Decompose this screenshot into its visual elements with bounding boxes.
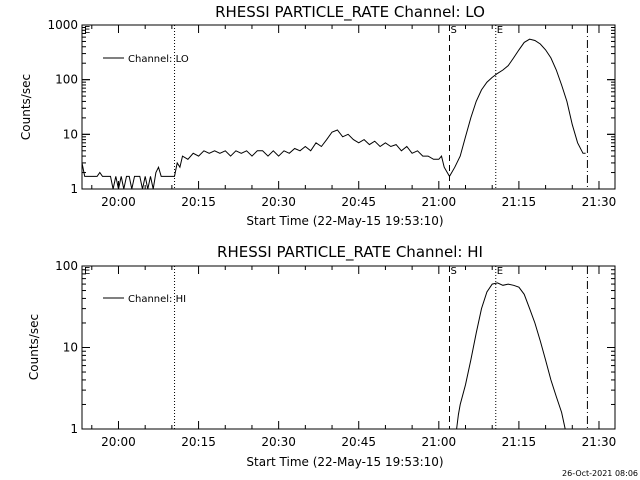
y-tick-label: 10 [63,127,78,141]
panel-lo-x-tick-labels: 20:00 20:15 20:30 20:45 21:00 21:15 21:30 [101,195,616,209]
x-tick-label: 20:00 [101,435,136,449]
x-tick-label: 20:30 [261,195,296,209]
y-tick-label: 1000 [47,18,78,32]
x-tick-label: 21:15 [502,435,537,449]
marker-label: S [450,266,456,277]
x-tick-label: 21:15 [502,195,537,209]
x-tick-label: 20:15 [181,195,216,209]
panel-hi-x-tick-labels: 20:00 20:15 20:30 20:45 21:00 21:15 21:30 [101,435,616,449]
panel-lo-title: RHESSI PARTICLE_RATE Channel: LO [215,3,485,22]
panel-hi-y-tick-labels: 1 10 100 [55,259,78,436]
panel-hi-curve-group [456,282,566,430]
panel-hi: RHESSI PARTICLE_RATE Channel: HI E S E 1 10… [27,243,616,469]
y-tick-label: 10 [63,341,78,355]
panel-lo-y-axis-label: Counts/sec [19,74,33,140]
x-tick-label: 21:00 [422,195,457,209]
panel-lo-plot-frame [81,24,616,190]
x-tick-label: 21:30 [582,195,617,209]
x-tick-label: 21:30 [582,435,617,449]
x-tick-label: 21:00 [422,435,457,449]
panel-hi-y-axis-label: Counts/sec [27,314,41,380]
panel-lo-x-axis-label: Start Time (22-May-15 19:53:10) [246,214,443,228]
panel-lo-curve-group [81,38,586,190]
y-tick-label: 1 [70,422,78,436]
panel-hi-ticks [82,265,615,430]
y-tick-label: 100 [55,73,78,87]
x-tick-label: 20:45 [341,195,376,209]
panel-hi-x-axis-label: Start Time (22-May-15 19:53:10) [246,455,443,469]
series-line-hi [456,282,566,430]
panel-hi-legend-label: Channel: HI [128,294,186,305]
panel-lo-legend-label: Channel: LO [128,54,189,65]
marker-label: E [84,25,90,36]
marker-label: E [497,25,503,36]
footer-timestamp: 26-Oct-2021 08:06 [562,469,638,478]
panel-lo: RHESSI PARTICLE_RATE Channel: LO E S E 1 10… [19,3,616,228]
panel-lo-ticks [82,24,615,190]
marker-label: S [450,25,456,36]
panel-hi-title: RHESSI PARTICLE_RATE Channel: HI [217,243,483,262]
x-tick-label: 20:00 [101,195,136,209]
marker-label: E [497,266,503,277]
x-tick-label: 20:45 [341,435,376,449]
panel-lo-y-tick-labels: 1 10 100 1000 [47,18,78,196]
series-line-lo [81,38,586,190]
x-tick-label: 20:15 [181,435,216,449]
y-tick-label: 100 [55,259,78,273]
marker-label: E [84,266,90,277]
x-tick-label: 20:30 [261,435,296,449]
y-tick-label: 1 [70,182,78,196]
